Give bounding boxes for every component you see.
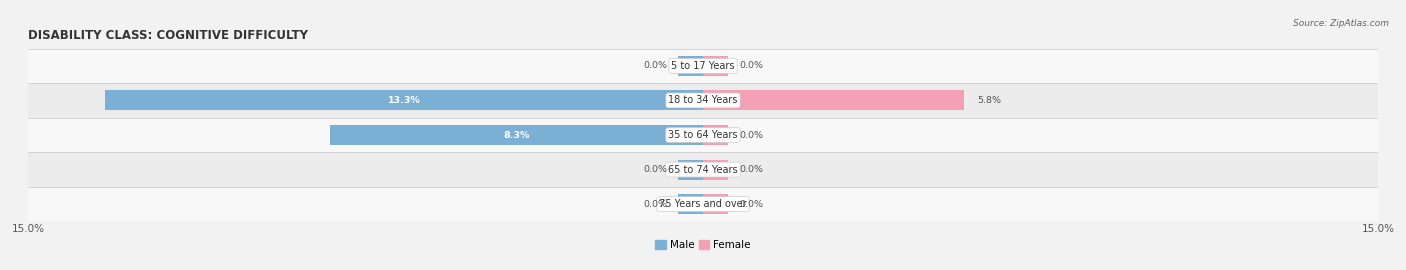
- Bar: [703, 160, 728, 180]
- Text: 0.0%: 0.0%: [740, 200, 763, 209]
- Bar: [678, 194, 703, 214]
- Text: 13.3%: 13.3%: [388, 96, 420, 105]
- Text: 65 to 74 Years: 65 to 74 Years: [668, 164, 738, 175]
- Text: 0.0%: 0.0%: [740, 130, 763, 140]
- Text: DISABILITY CLASS: COGNITIVE DIFFICULTY: DISABILITY CLASS: COGNITIVE DIFFICULTY: [28, 29, 308, 42]
- Bar: [703, 90, 965, 110]
- Text: Source: ZipAtlas.com: Source: ZipAtlas.com: [1294, 19, 1389, 28]
- Bar: [678, 56, 703, 76]
- Bar: [104, 90, 703, 110]
- Bar: [703, 56, 728, 76]
- Text: 35 to 64 Years: 35 to 64 Years: [668, 130, 738, 140]
- Bar: [703, 194, 728, 214]
- Bar: [28, 152, 1378, 187]
- Text: 18 to 34 Years: 18 to 34 Years: [668, 95, 738, 106]
- Text: 5 to 17 Years: 5 to 17 Years: [671, 61, 735, 71]
- Text: 5.8%: 5.8%: [977, 96, 1001, 105]
- Text: 0.0%: 0.0%: [740, 61, 763, 70]
- Text: 75 Years and over: 75 Years and over: [659, 199, 747, 209]
- Bar: [28, 83, 1378, 118]
- Bar: [678, 160, 703, 180]
- Bar: [28, 187, 1378, 221]
- Bar: [329, 125, 703, 145]
- Text: 0.0%: 0.0%: [643, 200, 666, 209]
- Text: 0.0%: 0.0%: [643, 165, 666, 174]
- Text: 0.0%: 0.0%: [740, 165, 763, 174]
- Text: 8.3%: 8.3%: [503, 130, 530, 140]
- Bar: [28, 118, 1378, 152]
- Legend: Male, Female: Male, Female: [651, 236, 755, 254]
- Text: 0.0%: 0.0%: [643, 61, 666, 70]
- Bar: [28, 49, 1378, 83]
- Bar: [703, 125, 728, 145]
